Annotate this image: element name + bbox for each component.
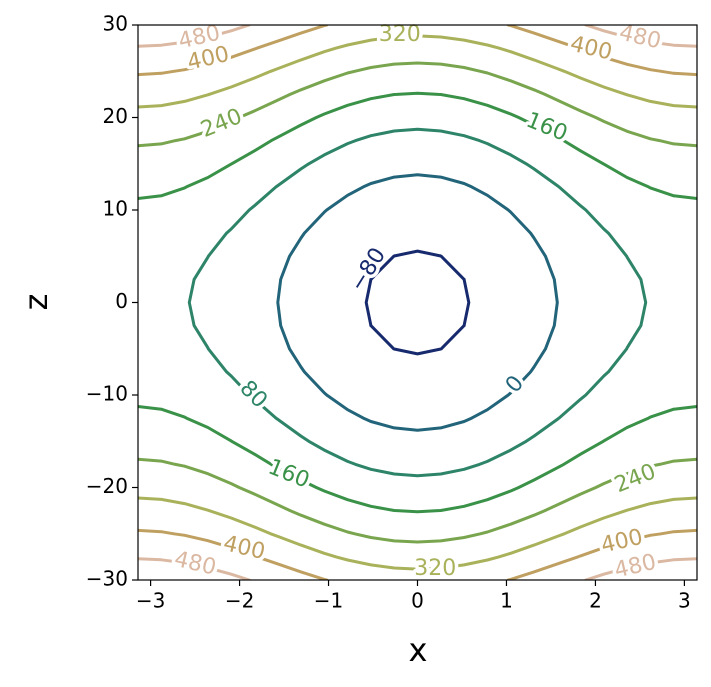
contour-line [138,25,697,580]
contour-label: 320 [379,22,421,47]
x-axis-label: x [409,631,428,669]
contour-line [276,173,559,432]
contour-line [138,34,697,571]
x-tick-label: 2 [589,589,602,613]
y-tick-label: −20 [86,474,128,498]
contour-line [138,91,697,514]
y-tick-label: 10 [103,197,128,221]
y-tick-label: 20 [103,104,128,128]
axes-frame [137,24,698,581]
x-tick-label: 1 [500,589,513,613]
x-tick-label: −3 [136,589,165,613]
y-tick-label: −10 [86,382,128,406]
y-axis-label: z [17,294,55,311]
y-tick-label: 0 [115,289,128,313]
x-tick-label: −2 [225,589,254,613]
x-tick-label: −1 [314,589,343,613]
contour-line [187,127,648,478]
y-tick-label: −30 [86,567,128,591]
contour-line [138,61,697,544]
contour-label: 320 [414,556,456,581]
x-tick-label: 3 [678,589,691,613]
x-tick-label: 0 [411,589,424,613]
y-tick-label: 30 [103,12,128,36]
contour-line [364,249,471,356]
